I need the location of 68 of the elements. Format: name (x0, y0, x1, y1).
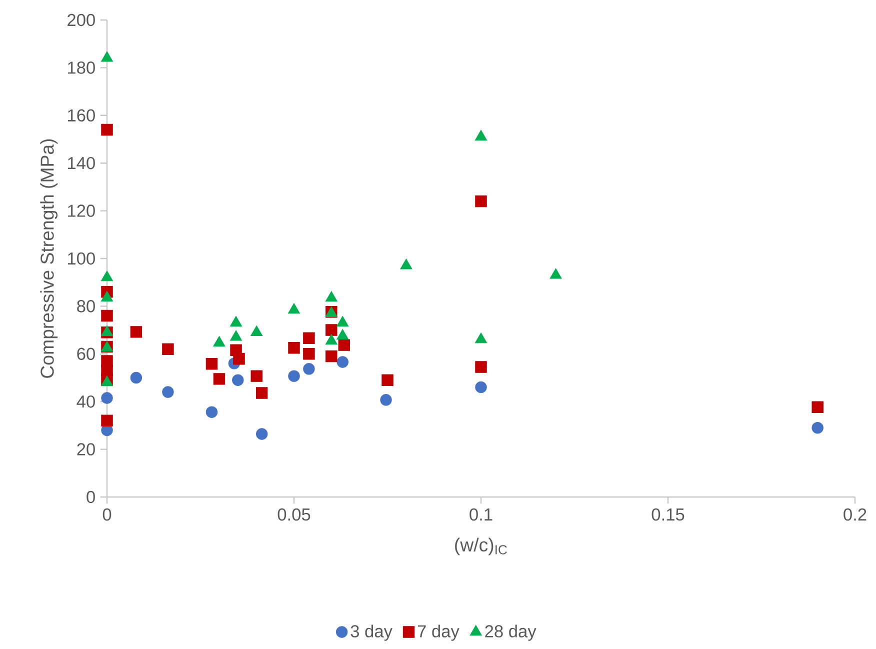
point (130, 372, 142, 384)
point (100, 290, 114, 302)
x-tick-label: 0.05 (278, 508, 310, 521)
point (100, 51, 114, 62)
point (233, 353, 245, 365)
point (213, 336, 226, 347)
point (288, 342, 300, 354)
point (325, 334, 338, 345)
point (336, 316, 349, 326)
x-tick-label: 0.15 (652, 508, 684, 521)
point (382, 374, 394, 386)
y-tick-label: 160 (68, 109, 95, 122)
point (303, 332, 315, 344)
point (130, 326, 142, 338)
point (288, 303, 300, 314)
point (250, 370, 262, 382)
point (256, 428, 268, 440)
point (380, 394, 392, 406)
point (206, 406, 218, 418)
point (256, 387, 268, 399)
point (101, 392, 113, 404)
point (100, 270, 114, 282)
point (336, 329, 349, 340)
point (325, 291, 338, 302)
point (475, 381, 487, 394)
point (162, 343, 174, 355)
x-axis-title: (w/c)$_{IC}$ (455, 538, 507, 556)
y-axis-title: Compressive Strength (MPa) (40, 139, 58, 378)
y-tick-label: 20 (77, 443, 95, 456)
point (303, 363, 315, 375)
point (812, 422, 824, 434)
point (230, 330, 242, 341)
x-tick-label: 0.1 (470, 508, 492, 521)
y-tick-label: 120 (68, 204, 95, 217)
point (101, 414, 113, 427)
point (474, 332, 488, 344)
point (475, 361, 487, 373)
point (400, 258, 412, 270)
y-tick-label: 80 (77, 300, 95, 312)
point (232, 374, 244, 386)
point (326, 350, 338, 362)
y-tick-label: 40 (76, 395, 95, 408)
legend-label: 28 day (485, 624, 536, 641)
point (336, 356, 348, 368)
y-tick-label: 140 (68, 156, 95, 170)
point (474, 130, 488, 140)
legend-label: 7 day (418, 624, 460, 641)
point (812, 401, 824, 413)
x-tick-label: 0.2 (844, 508, 866, 521)
y-tick-label: 0 (86, 490, 95, 504)
x-tick-label: 0 (102, 508, 112, 521)
point (162, 386, 174, 398)
y-tick-label: 180 (68, 62, 95, 74)
point (338, 339, 350, 351)
legend-label: 3 day (350, 624, 392, 641)
point (288, 370, 300, 382)
point (303, 348, 315, 360)
point (230, 316, 242, 326)
point (550, 268, 562, 279)
y-tick-label: 100 (68, 252, 95, 265)
point (250, 325, 263, 336)
point (101, 310, 113, 322)
point (206, 358, 218, 370)
point (213, 373, 226, 385)
y-tick-label: 60 (77, 348, 95, 360)
y-tick-label: 200 (68, 14, 95, 26)
point (326, 324, 338, 336)
point (475, 195, 487, 208)
